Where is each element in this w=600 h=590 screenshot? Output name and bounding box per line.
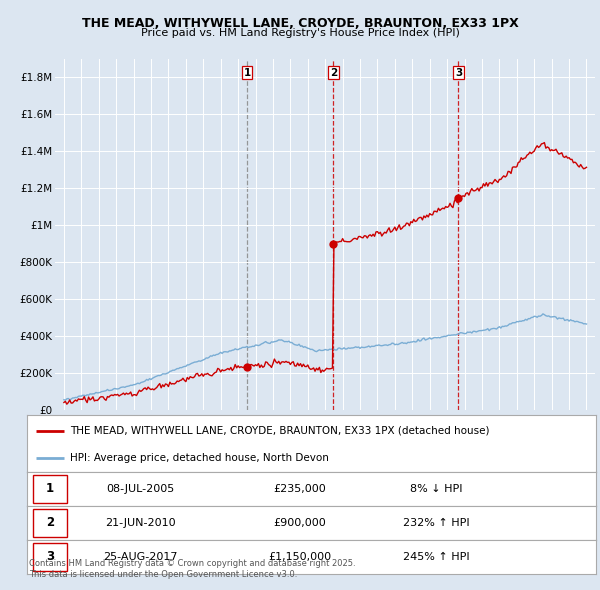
Text: 232% ↑ HPI: 232% ↑ HPI xyxy=(403,518,470,528)
Text: THE MEAD, WITHYWELL LANE, CROYDE, BRAUNTON, EX33 1PX (detached house): THE MEAD, WITHYWELL LANE, CROYDE, BRAUNT… xyxy=(70,426,489,436)
Text: 245% ↑ HPI: 245% ↑ HPI xyxy=(403,552,470,562)
Text: 1: 1 xyxy=(46,483,54,496)
Text: £900,000: £900,000 xyxy=(274,518,326,528)
Text: £1,150,000: £1,150,000 xyxy=(268,552,332,562)
Text: £235,000: £235,000 xyxy=(274,484,326,494)
Text: Contains HM Land Registry data © Crown copyright and database right 2025.
This d: Contains HM Land Registry data © Crown c… xyxy=(29,559,355,579)
Text: 3: 3 xyxy=(46,550,54,563)
Text: 2: 2 xyxy=(330,68,337,78)
Text: 3: 3 xyxy=(455,68,462,78)
FancyBboxPatch shape xyxy=(32,509,67,537)
Text: 2: 2 xyxy=(46,516,54,529)
Text: Price paid vs. HM Land Registry's House Price Index (HPI): Price paid vs. HM Land Registry's House … xyxy=(140,28,460,38)
Text: 21-JUN-2010: 21-JUN-2010 xyxy=(106,518,176,528)
Text: THE MEAD, WITHYWELL LANE, CROYDE, BRAUNTON, EX33 1PX: THE MEAD, WITHYWELL LANE, CROYDE, BRAUNT… xyxy=(82,17,518,30)
Text: HPI: Average price, detached house, North Devon: HPI: Average price, detached house, Nort… xyxy=(70,453,329,463)
Text: 08-JUL-2005: 08-JUL-2005 xyxy=(107,484,175,494)
Text: 8% ↓ HPI: 8% ↓ HPI xyxy=(410,484,463,494)
Text: 25-AUG-2017: 25-AUG-2017 xyxy=(104,552,178,562)
FancyBboxPatch shape xyxy=(32,475,67,503)
FancyBboxPatch shape xyxy=(32,543,67,571)
Text: 1: 1 xyxy=(244,68,251,78)
